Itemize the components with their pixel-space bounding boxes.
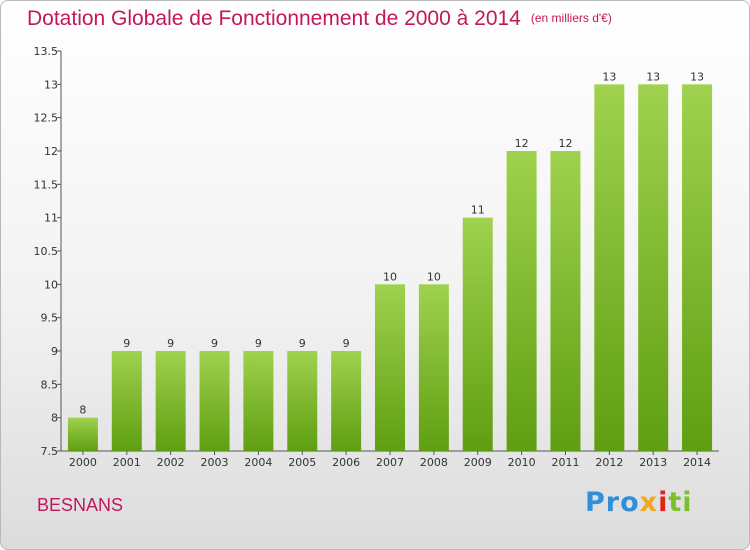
data-label: 9 — [343, 337, 350, 350]
y-tick-label: 12.5 — [34, 112, 59, 125]
bar — [462, 217, 493, 451]
bar — [375, 284, 405, 451]
logo-part-x: x — [639, 487, 659, 518]
x-tick-label: 2004 — [244, 456, 272, 469]
commune-name: BESNANS — [37, 495, 124, 515]
data-label: 10 — [427, 270, 441, 283]
data-label: 13 — [690, 70, 704, 83]
x-tick-label: 2001 — [113, 456, 141, 469]
chart-title-text: Dotation Globale de Fonctionnement de 20… — [27, 7, 521, 30]
bar — [550, 151, 581, 451]
y-tick-label: 8.5 — [41, 378, 59, 391]
x-tick-label: 2006 — [332, 456, 360, 469]
logo-part-pro: Pro — [585, 487, 640, 518]
logo-part-ti: ti — [668, 487, 693, 518]
bars — [67, 84, 713, 451]
y-tick-label: 12 — [44, 145, 58, 158]
x-tick-label: 2010 — [508, 456, 536, 469]
x-tick-label: 2003 — [201, 456, 229, 469]
bar — [331, 351, 362, 451]
y-tick-label: 9.5 — [41, 312, 59, 325]
bar — [682, 84, 713, 451]
x-tick-label: 2014 — [683, 456, 711, 469]
bar — [418, 284, 449, 451]
y-tick-label: 10.5 — [34, 245, 59, 258]
data-label: 12 — [515, 137, 529, 150]
data-labels: 8 9 9 9 9 9 9 10 10 11 12 12 13 13 13 — [79, 70, 704, 416]
x-tick-label: 2002 — [157, 456, 185, 469]
bar — [155, 351, 186, 451]
x-tick-label: 2009 — [464, 456, 492, 469]
x-tick-label: 2005 — [288, 456, 316, 469]
x-tick-label: 2007 — [376, 456, 404, 469]
x-tick-label: 2011 — [551, 456, 579, 469]
bar — [67, 417, 98, 451]
data-label: 9 — [167, 337, 174, 350]
x-tick-label: 2013 — [639, 456, 667, 469]
x-tick-label: 2000 — [69, 456, 97, 469]
y-tick-label: 8 — [51, 412, 58, 425]
bar — [506, 151, 537, 451]
bar — [243, 351, 274, 451]
data-label: 9 — [211, 337, 218, 350]
bar — [199, 351, 230, 451]
y-tick-label: 10 — [44, 278, 58, 291]
y-tick-label: 7.5 — [41, 445, 59, 458]
bar — [638, 84, 669, 451]
data-label: 9 — [255, 337, 262, 350]
data-label: 9 — [299, 337, 306, 350]
bar — [287, 351, 318, 451]
data-label: 11 — [471, 204, 485, 217]
data-label: 13 — [602, 70, 616, 83]
y-tick-label: 13.5 — [34, 45, 59, 58]
bar — [594, 84, 625, 451]
y-tick-label: 13 — [44, 78, 58, 91]
proxiti-logo: Proxiti — [585, 487, 693, 518]
x-tick-label: 2008 — [420, 456, 448, 469]
chart-unit: (en milliers d'€) — [530, 11, 612, 25]
x-tick-label: 2012 — [595, 456, 623, 469]
chart-title: Dotation Globale de Fonctionnement de 20… — [27, 7, 612, 31]
y-tick-label: 11.5 — [34, 178, 59, 191]
data-label: 12 — [558, 137, 572, 150]
y-tick-label: 11 — [44, 212, 58, 225]
bar — [111, 351, 142, 451]
y-tick-label: 9 — [51, 345, 58, 358]
logo-part-i: i — [658, 487, 669, 518]
data-label: 10 — [383, 270, 397, 283]
data-label: 8 — [79, 404, 86, 417]
data-label: 9 — [123, 337, 130, 350]
data-label: 13 — [646, 70, 660, 83]
